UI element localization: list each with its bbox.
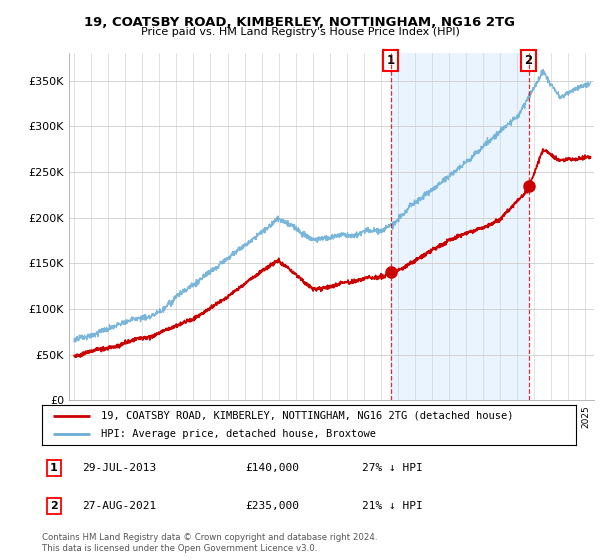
Text: 1: 1 <box>50 463 58 473</box>
Text: 2: 2 <box>524 54 533 67</box>
Text: £235,000: £235,000 <box>245 501 299 511</box>
Text: 21% ↓ HPI: 21% ↓ HPI <box>362 501 423 511</box>
Text: 19, COATSBY ROAD, KIMBERLEY, NOTTINGHAM, NG16 2TG: 19, COATSBY ROAD, KIMBERLEY, NOTTINGHAM,… <box>85 16 515 29</box>
Text: 19, COATSBY ROAD, KIMBERLEY, NOTTINGHAM, NG16 2TG (detached house): 19, COATSBY ROAD, KIMBERLEY, NOTTINGHAM,… <box>101 411 513 421</box>
Text: Contains HM Land Registry data © Crown copyright and database right 2024.
This d: Contains HM Land Registry data © Crown c… <box>42 533 377 553</box>
Text: 2: 2 <box>50 501 58 511</box>
Bar <box>391 53 529 400</box>
Text: £140,000: £140,000 <box>245 463 299 473</box>
Text: 27-AUG-2021: 27-AUG-2021 <box>82 501 156 511</box>
Text: 1: 1 <box>387 54 395 67</box>
Text: Price paid vs. HM Land Registry's House Price Index (HPI): Price paid vs. HM Land Registry's House … <box>140 27 460 37</box>
Text: 29-JUL-2013: 29-JUL-2013 <box>82 463 156 473</box>
Text: HPI: Average price, detached house, Broxtowe: HPI: Average price, detached house, Brox… <box>101 430 376 439</box>
Text: 27% ↓ HPI: 27% ↓ HPI <box>362 463 423 473</box>
